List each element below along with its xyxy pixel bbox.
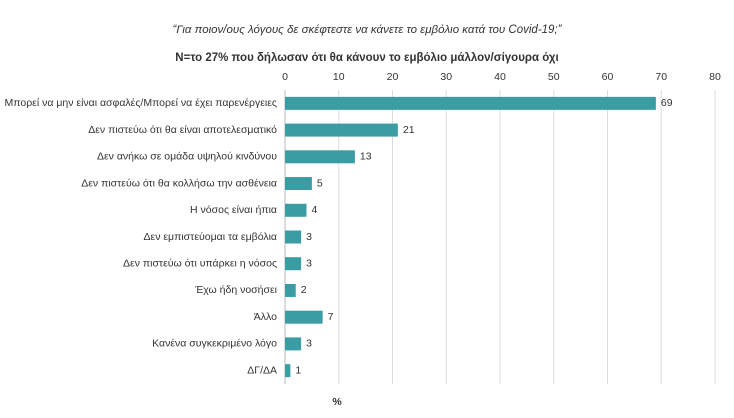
chart-title: “Για ποιον/ους λόγους δε σκέφτεστε να κά… <box>173 24 563 36</box>
bar <box>285 337 302 351</box>
value-label: 2 <box>301 284 307 296</box>
y-tick-label: Δεν πιστεύω ότι θα είναι αποτελεσματικό <box>88 124 277 136</box>
y-tick-label: Η νόσος είναι ήπια <box>190 204 277 216</box>
x-tick-label: 0 <box>282 71 288 83</box>
y-tick-label: Δεν πιστεύω ότι υπάρκει η νόσος <box>123 258 277 270</box>
bar <box>285 230 302 244</box>
value-label: 4 <box>312 204 318 216</box>
x-tick-label: 30 <box>440 71 452 83</box>
value-label: 21 <box>403 124 415 136</box>
x-tick-label: 60 <box>602 71 614 83</box>
value-label: 1 <box>295 364 301 376</box>
x-tick-label: 20 <box>387 71 399 83</box>
bar <box>285 364 291 378</box>
chart-subtitle: Ν=το 27% που δήλωσαν ότι θα κάνουν το εμ… <box>175 52 558 64</box>
bar <box>285 96 656 110</box>
y-tick-label: Δεν ανήκω σε ομάδα υψηλού κινδύνου <box>97 151 277 163</box>
bar <box>285 310 323 324</box>
x-tick-label: 40 <box>494 71 506 83</box>
value-label: 5 <box>317 177 323 189</box>
y-tick-label: ΔΓ/ΔΑ <box>247 364 277 376</box>
value-label: 7 <box>328 311 334 323</box>
x-tick-label: 70 <box>655 71 667 83</box>
value-label: 13 <box>360 151 372 163</box>
bar <box>285 257 302 271</box>
y-tick-label: Δεν πιστεύω ότι θα κολλήσω την ασθένεια <box>81 177 277 189</box>
bar <box>285 177 312 191</box>
x-tick-label: 80 <box>709 71 721 83</box>
y-tick-label: Κανένα συγκεκριμένο λόγο <box>152 338 277 350</box>
x-tick-label: 50 <box>548 71 560 83</box>
x-axis-label: % <box>332 396 342 408</box>
value-label: 69 <box>661 97 673 109</box>
y-tick-label: Μπορεί να μην είναι ασφαλές/Μπορεί να έχ… <box>5 97 277 109</box>
bar <box>285 150 355 164</box>
value-label: 3 <box>306 338 312 350</box>
value-label: 3 <box>306 258 312 270</box>
value-label: 3 <box>306 231 312 243</box>
y-tick-label: Έχω ήδη νοσήσει <box>194 284 278 296</box>
y-tick-label: Δεν εμπιστεύομαι τα εμβόλια <box>144 231 277 243</box>
x-tick-label: 10 <box>333 71 345 83</box>
bar <box>285 123 398 137</box>
y-tick-label: Άλλο <box>254 311 277 323</box>
bar <box>285 203 307 217</box>
bar <box>285 283 296 297</box>
